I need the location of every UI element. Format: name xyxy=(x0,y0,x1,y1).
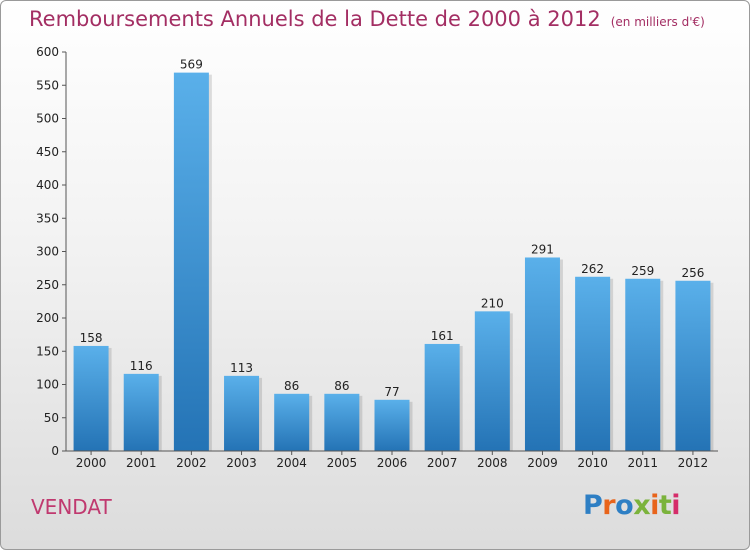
data-label-2003: 113 xyxy=(230,361,253,375)
y-tick-label: 200 xyxy=(36,311,59,325)
y-tick-label: 150 xyxy=(36,344,59,358)
bar-2003 xyxy=(224,375,260,451)
bar-2009 xyxy=(524,257,560,451)
logo-letter: t xyxy=(658,490,672,521)
x-tick-label-2011: 2011 xyxy=(627,456,658,470)
x-tick-label-2001: 2001 xyxy=(126,456,157,470)
x-tick-label-2002: 2002 xyxy=(176,456,207,470)
data-label-2008: 210 xyxy=(481,296,504,310)
data-label-2012: 256 xyxy=(681,266,704,280)
y-tick-label: 50 xyxy=(44,411,59,425)
logo-letter: i xyxy=(650,490,659,521)
x-tick-label-2003: 2003 xyxy=(226,456,257,470)
bar-2004 xyxy=(274,393,310,451)
x-axis: 2000 2001 2002 2003 2004 2005 2006 2007 2008 2009… xyxy=(66,450,718,470)
x-tick-label-2012: 2012 xyxy=(678,456,709,470)
y-tick-label: 100 xyxy=(36,378,59,392)
x-tick-label-2010: 2010 xyxy=(577,456,608,470)
x-tick-label-2008: 2008 xyxy=(477,456,508,470)
chart-title: Remboursements Annuels de la Dette de 20… xyxy=(29,7,705,31)
bar-2011 xyxy=(625,278,661,451)
logo-letter: i xyxy=(671,490,681,521)
title-text: Remboursements Annuels de la Dette de 20… xyxy=(29,7,601,31)
y-tick-label: 500 xyxy=(36,112,59,126)
y-tick-label: 300 xyxy=(36,245,59,259)
commune-name: VENDAT xyxy=(31,495,112,519)
data-label-2009: 291 xyxy=(531,242,554,256)
x-tick-label-2009: 2009 xyxy=(527,456,558,470)
data-label-2007: 161 xyxy=(431,329,454,343)
data-label-2011: 259 xyxy=(631,264,654,278)
bar-2006 xyxy=(374,399,410,451)
data-label-2010: 262 xyxy=(581,262,604,276)
bar-2010 xyxy=(575,276,611,451)
data-label-2000: 158 xyxy=(80,331,103,345)
y-tick-label: 400 xyxy=(36,178,59,192)
data-label-2005: 86 xyxy=(334,379,349,393)
data-label-2006: 77 xyxy=(384,385,399,399)
x-tick-label-2000: 2000 xyxy=(76,456,107,470)
x-tick-label-2005: 2005 xyxy=(327,456,358,470)
y-tick-label: 600 xyxy=(36,45,59,59)
bars: 158 116 569 113 86 86 77 161 210 291 262 259 256 xyxy=(73,58,714,452)
y-tick-label: 250 xyxy=(36,278,59,292)
unit-text: (en milliers d'€) xyxy=(610,15,705,29)
bar-2002 xyxy=(173,72,209,452)
proxiti-logo: Proxiti xyxy=(583,490,681,521)
bar-2000 xyxy=(73,345,109,451)
logo-letter: o xyxy=(615,490,634,521)
logo-letter: r xyxy=(602,490,616,521)
y-tick-label: 0 xyxy=(51,444,59,458)
x-tick-label-2006: 2006 xyxy=(377,456,408,470)
data-label-2001: 116 xyxy=(130,359,153,373)
bar-2012 xyxy=(675,280,711,451)
y-tick-label: 450 xyxy=(36,145,59,159)
y-axis: 0 50 100 150 200 250 300 350 400 450 500 550 600 xyxy=(36,45,67,458)
y-tick-label: 350 xyxy=(36,211,59,225)
logo-letter: P xyxy=(583,490,603,521)
bar-2001 xyxy=(123,373,159,451)
x-tick-label-2007: 2007 xyxy=(427,456,458,470)
bar-2007 xyxy=(424,343,460,451)
data-label-2004: 86 xyxy=(284,379,299,393)
bar-2008 xyxy=(474,311,510,451)
x-tick-label-2004: 2004 xyxy=(276,456,307,470)
data-label-2002: 569 xyxy=(180,58,203,72)
logo-letter: x xyxy=(633,490,651,521)
bar-2005 xyxy=(324,393,360,451)
y-tick-label: 550 xyxy=(36,78,59,92)
